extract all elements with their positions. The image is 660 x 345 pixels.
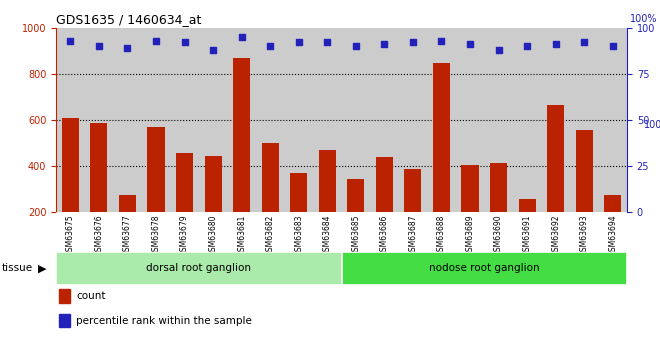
Point [408, 40, 418, 45]
Bar [147, 127, 164, 258]
Bar [604, 195, 621, 258]
Text: GSM63692: GSM63692 [551, 214, 560, 256]
Point [379, 41, 389, 47]
Bar [376, 157, 393, 258]
Text: GSM63679: GSM63679 [180, 214, 189, 256]
Text: GSM63686: GSM63686 [380, 214, 389, 256]
Bar [233, 58, 250, 258]
Text: GSM63684: GSM63684 [323, 214, 332, 256]
Point [550, 41, 561, 47]
Text: GSM63691: GSM63691 [523, 214, 531, 256]
Point [579, 40, 589, 45]
Text: GSM63689: GSM63689 [465, 214, 475, 256]
Bar [319, 150, 336, 258]
Point [493, 47, 504, 52]
Point [122, 45, 133, 51]
Bar [405, 169, 422, 258]
Bar [576, 130, 593, 258]
Point [522, 43, 533, 49]
Text: GSM63687: GSM63687 [409, 214, 417, 256]
Point [322, 40, 333, 45]
Bar [59, 289, 71, 303]
Bar [547, 105, 564, 258]
Text: percentile rank within the sample: percentile rank within the sample [76, 316, 252, 325]
Text: GSM63693: GSM63693 [579, 214, 589, 256]
Point [465, 41, 475, 47]
Text: GSM63675: GSM63675 [66, 214, 75, 256]
Point [350, 43, 361, 49]
Bar [342, 252, 627, 285]
Text: count: count [76, 291, 106, 301]
Point [236, 34, 247, 40]
Text: GSM63682: GSM63682 [266, 214, 275, 256]
Bar [461, 165, 478, 258]
Text: GSM63680: GSM63680 [209, 214, 218, 256]
Point [208, 47, 218, 52]
Bar [90, 124, 108, 258]
Text: GSM63690: GSM63690 [494, 214, 503, 256]
Text: nodose root ganglion: nodose root ganglion [429, 263, 540, 273]
Bar [261, 143, 279, 258]
Point [150, 38, 161, 43]
Text: GSM63688: GSM63688 [437, 214, 446, 256]
Text: GSM63678: GSM63678 [152, 214, 160, 256]
Text: GSM63676: GSM63676 [94, 214, 104, 256]
Point [65, 38, 76, 43]
Text: 100%: 100% [630, 14, 658, 24]
Bar [56, 252, 342, 285]
Bar [176, 153, 193, 258]
Text: GSM63683: GSM63683 [294, 214, 303, 256]
Bar [290, 173, 308, 258]
Text: GSM63677: GSM63677 [123, 214, 132, 256]
Y-axis label: 100%: 100% [644, 120, 660, 130]
Text: ▶: ▶ [38, 263, 47, 273]
Bar [490, 162, 507, 258]
Text: GSM63694: GSM63694 [609, 214, 617, 256]
Bar [59, 314, 71, 327]
Point [436, 38, 447, 43]
Bar [519, 199, 536, 258]
Bar [205, 156, 222, 258]
Point [294, 40, 304, 45]
Text: tissue: tissue [1, 263, 32, 273]
Point [265, 43, 275, 49]
Point [94, 43, 104, 49]
Point [180, 40, 190, 45]
Bar [433, 63, 450, 258]
Text: GSM63685: GSM63685 [351, 214, 360, 256]
Text: GDS1635 / 1460634_at: GDS1635 / 1460634_at [56, 13, 201, 27]
Bar [119, 195, 136, 258]
Text: dorsal root ganglion: dorsal root ganglion [147, 263, 251, 273]
Point [607, 43, 618, 49]
Bar [62, 118, 79, 258]
Bar [347, 179, 364, 258]
Text: GSM63681: GSM63681 [237, 214, 246, 256]
